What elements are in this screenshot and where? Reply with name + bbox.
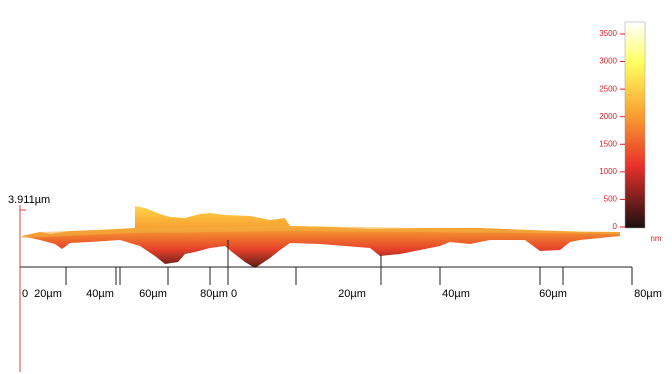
colorbar-tick-label: 1000 — [599, 167, 617, 176]
afm-view: 3.911µm 020µm40µm60µm80µm020µm40µm60µm80… — [0, 0, 672, 374]
surface — [22, 206, 620, 268]
height-label: 3.911µm — [8, 194, 50, 206]
axis-label: 20µm — [338, 288, 366, 300]
axis-label: 80µm — [634, 288, 662, 300]
colorbar-tick-label: 500 — [604, 195, 618, 204]
axis-label: 0 — [22, 288, 28, 300]
colorbar-tick-label: 2500 — [599, 84, 617, 93]
axis-label: 40µm — [86, 288, 114, 300]
axis-label: 60µm — [139, 288, 167, 300]
colorbar-tick-label: 3500 — [599, 29, 617, 38]
axis-label: 20µm — [34, 288, 62, 300]
axis-label: 80µm — [200, 288, 228, 300]
colorbar-tick-label: 1500 — [599, 139, 617, 148]
colorbar: nm 3500 3000 2500 2000 1500 1000 500 0 — [599, 22, 662, 243]
colorbar-tick-label: 0 — [613, 222, 618, 231]
colorbar-tick-label: 3000 — [599, 57, 617, 66]
colorbar-gradient — [625, 22, 645, 228]
colorbar-unit: nm — [650, 234, 661, 243]
axis-label: 0 — [231, 288, 237, 300]
axis-label: 60µm — [539, 288, 567, 300]
colorbar-tick-label: 2000 — [599, 112, 617, 121]
axis-label: 40µm — [442, 288, 470, 300]
